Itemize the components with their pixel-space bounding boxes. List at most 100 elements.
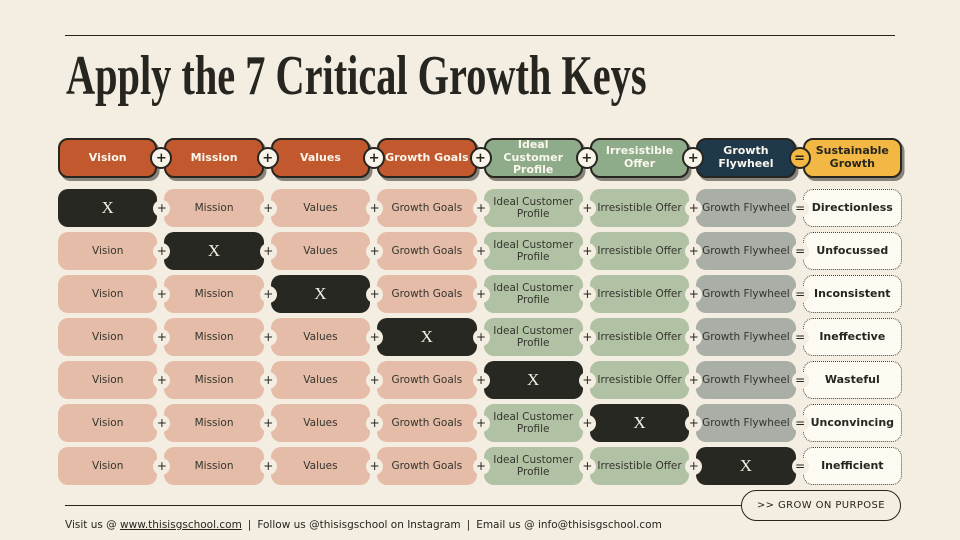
cell-pill-irresistible-offer: Irresistible Offer [589, 189, 690, 227]
plus-connector-icon: + [472, 457, 490, 475]
cell-1-growth-flywheel: Growth Flywheel = [696, 189, 809, 227]
cell-pill-vision: Vision [58, 275, 158, 313]
plus-connector-icon: + [366, 199, 384, 217]
matrix-row-3: Vision + Mission + X + Growth Goals + Ideal Cust… [58, 275, 902, 313]
cell-5-mission: Mission + [164, 361, 277, 399]
cell-1-ideal-customer-profile: Ideal Customer Profile + [483, 189, 596, 227]
x-pill-mission: X [164, 232, 264, 270]
matrix-rows: X + Mission + Values + Growth Goals + Ideal Cust… [58, 189, 902, 485]
plus-connector-icon: + [578, 371, 596, 389]
header-cell-sustainable-growth: Sustainable Growth [802, 138, 902, 178]
result-cell-1: Directionless [802, 189, 902, 227]
plus-connector-icon: + [366, 414, 384, 432]
cell-pill-irresistible-offer: Irresistible Offer [589, 318, 690, 356]
cell-6-ideal-customer-profile: Ideal Customer Profile + [483, 404, 596, 442]
plus-connector-icon: + [472, 371, 490, 389]
cell-4-ideal-customer-profile: Ideal Customer Profile + [483, 318, 596, 356]
plus-connector-icon: + [578, 242, 596, 260]
matrix-row-4: Vision + Mission + Values + X + Ideal Customer P… [58, 318, 902, 356]
website-link[interactable]: www.thisisgschool.com [120, 519, 242, 531]
plus-connector-icon: + [366, 457, 384, 475]
header-pill-vision: Vision [58, 138, 158, 178]
cell-pill-irresistible-offer: Irresistible Offer [589, 232, 690, 270]
plus-connector-icon: + [153, 328, 171, 346]
cell-7-growth-goals: Growth Goals + [377, 447, 490, 485]
cell-6-vision: Vision + [58, 404, 171, 442]
cell-7-mission: Mission + [164, 447, 277, 485]
cell-7-vision: Vision + [58, 447, 171, 485]
matrix-row-7: Vision + Mission + Values + Growth Goals + Ideal… [58, 447, 902, 485]
separator: | [466, 519, 471, 531]
cell-pill-values: Values [270, 189, 371, 227]
header-cell-growth-goals: Growth Goals + [377, 138, 492, 178]
cell-pill-growth-goals: Growth Goals [377, 189, 477, 227]
cell-5-ideal-customer-profile: X + [483, 361, 596, 399]
equals-connector-icon: = [788, 147, 811, 169]
page-title: Apply the 7 Critical Growth Keys [66, 45, 647, 107]
cell-pill-growth-goals: Growth Goals [377, 275, 477, 313]
plus-connector-icon: + [259, 457, 277, 475]
plus-connector-icon: + [472, 328, 490, 346]
plus-connector-icon: + [575, 147, 598, 169]
x-pill-values: X [270, 275, 371, 313]
cell-7-irresistible-offer: Irresistible Offer + [589, 447, 703, 485]
cell-1-values: Values + [270, 189, 384, 227]
plus-connector-icon: + [150, 147, 173, 169]
cell-pill-growth-flywheel: Growth Flywheel [696, 189, 796, 227]
plus-connector-icon: + [153, 371, 171, 389]
cell-4-values: Values + [270, 318, 384, 356]
cell-7-values: Values + [270, 447, 384, 485]
cell-2-vision: Vision + [58, 232, 171, 270]
cell-pill-growth-flywheel: Growth Flywheel [696, 232, 796, 270]
cell-5-values: Values + [270, 361, 384, 399]
plus-connector-icon: + [259, 199, 277, 217]
plus-connector-icon: + [578, 414, 596, 432]
cell-7-growth-flywheel: X = [696, 447, 809, 485]
cell-pill-growth-goals: Growth Goals [377, 447, 477, 485]
x-pill-vision: X [58, 189, 158, 227]
cell-pill-mission: Mission [164, 404, 264, 442]
plus-connector-icon: + [578, 285, 596, 303]
cell-pill-ideal-customer-profile: Ideal Customer Profile [483, 189, 583, 227]
cell-pill-ideal-customer-profile: Ideal Customer Profile [483, 404, 583, 442]
result-cell-7: Inefficient [802, 447, 902, 485]
cell-pill-ideal-customer-profile: Ideal Customer Profile [483, 232, 583, 270]
cell-pill-mission: Mission [164, 361, 264, 399]
cell-pill-ideal-customer-profile: Ideal Customer Profile [483, 275, 583, 313]
header-pill-growth-flywheel: Growth Flywheel [696, 138, 796, 178]
result-pill-inconsistent: Inconsistent [802, 275, 902, 313]
cell-6-values: Values + [270, 404, 384, 442]
email-address: info@thisisgschool.com [537, 519, 662, 531]
cell-6-irresistible-offer: X + [589, 404, 703, 442]
cell-3-growth-flywheel: Growth Flywheel = [696, 275, 809, 313]
email-label: Email us @ [476, 519, 538, 531]
cell-3-irresistible-offer: Irresistible Offer + [589, 275, 703, 313]
grow-on-purpose-button[interactable]: >> GROW ON PURPOSE [740, 490, 901, 521]
plus-connector-icon: + [685, 328, 703, 346]
follow-label: Follow us @thisisgschool on Instagram [257, 519, 461, 531]
cell-pill-mission: Mission [164, 275, 264, 313]
plus-connector-icon: + [259, 328, 277, 346]
plus-connector-icon: + [472, 199, 490, 217]
cell-2-mission: X + [164, 232, 277, 270]
growth-keys-matrix: Vision + Mission + Values + Growth Goals + Ideal… [58, 138, 902, 485]
plus-connector-icon: + [685, 242, 703, 260]
cell-pill-growth-flywheel: Growth Flywheel [696, 361, 796, 399]
header-cell-mission: Mission + [164, 138, 279, 178]
plus-connector-icon: + [685, 371, 703, 389]
plus-connector-icon: + [153, 199, 171, 217]
cell-2-growth-goals: Growth Goals + [377, 232, 490, 270]
cell-pill-growth-goals: Growth Goals [377, 361, 477, 399]
footer-rule [65, 505, 895, 506]
cell-2-growth-flywheel: Growth Flywheel = [696, 232, 809, 270]
plus-connector-icon: + [469, 147, 492, 169]
plus-connector-icon: + [153, 414, 171, 432]
cell-pill-vision: Vision [58, 361, 158, 399]
cell-3-ideal-customer-profile: Ideal Customer Profile + [483, 275, 596, 313]
cell-3-growth-goals: Growth Goals + [377, 275, 490, 313]
cell-pill-values: Values [270, 318, 371, 356]
result-pill-inefficient: Inefficient [802, 447, 902, 485]
result-cell-4: Ineffective [802, 318, 902, 356]
plus-connector-icon: + [366, 285, 384, 303]
result-cell-3: Inconsistent [802, 275, 902, 313]
